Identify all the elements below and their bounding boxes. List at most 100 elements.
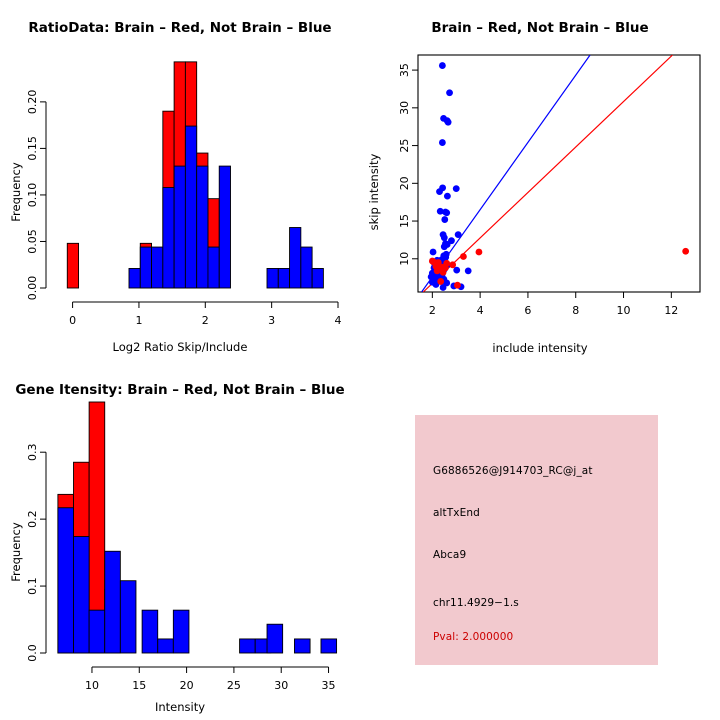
hist-bar-blue (173, 165, 186, 289)
scatter-point-red (454, 281, 461, 289)
x-tick-label: 12 (664, 304, 678, 317)
x-tick-label: 30 (274, 679, 288, 692)
scatter-point-blue (452, 185, 460, 193)
hist-bar-blue (300, 246, 313, 289)
hist-bar-blue (119, 580, 137, 654)
x-tick-label: 1 (135, 314, 142, 327)
scatter-point-blue (438, 62, 446, 69)
x-tick-label: 0 (69, 314, 76, 327)
hist-bar-blue (157, 638, 174, 654)
scatter-xlabel: include intensity (492, 341, 588, 355)
y-tick-label: 0.20 (26, 90, 39, 115)
hist-bar-blue (277, 268, 291, 289)
ratio-hist-xlabel: Log2 Ratio Skip/Include (112, 340, 248, 354)
hist-bar-blue (141, 609, 159, 654)
y-tick-label: 30 (398, 101, 411, 115)
pval-text: Pval: 2.000000 (433, 631, 514, 643)
hist-bar-blue (218, 165, 231, 289)
scatter-point-blue (436, 207, 444, 215)
hist-bar-red (66, 242, 80, 289)
event-type-text: altTxEnd (433, 507, 480, 519)
scatter-point-blue (440, 243, 448, 251)
hist-bar-blue (73, 536, 90, 654)
ratio-hist-canvas: 0.00 0.05 0.10 0.15 0.20 0 1 2 3 4 (26, 61, 342, 327)
hist-bar-blue (139, 246, 153, 289)
x-tick-label: 2 (202, 314, 209, 327)
panel-gene-histogram: Gene Itensity: Brain – Red, Not Brain – … (0, 360, 360, 720)
locus-text: chr11.4929−1.s (433, 597, 519, 609)
scatter-point-red (439, 268, 447, 276)
y-tick-label: 0.10 (26, 183, 39, 208)
y-tick-label: 0.1 (26, 577, 39, 595)
y-tick-label: 0.2 (26, 510, 39, 527)
scatter-point-red (433, 267, 441, 275)
scatter-title: Brain – Red, Not Brain – Blue (431, 20, 649, 36)
hist-bar-blue (320, 638, 338, 654)
scatter-point-blue (454, 231, 462, 239)
y-tick-label: 0.3 (26, 443, 39, 461)
histogram-bars (66, 61, 324, 289)
probe-id-text: G6886526@J914703_RC@j_at (433, 465, 593, 477)
y-tick-label: 15 (398, 214, 411, 228)
scatter-point-blue (443, 279, 451, 287)
gene-symbol-text: Abca9 (433, 549, 467, 561)
x-tick-label: 4 (335, 314, 342, 327)
x-tick-label: 20 (180, 679, 194, 692)
hist-bar-blue (294, 638, 311, 654)
hist-bar-blue (172, 609, 190, 654)
hist-bar-blue (184, 125, 198, 289)
scatter-point-blue (446, 89, 453, 97)
y-tick-label: 0.15 (26, 136, 39, 161)
y-tick-label: 0.00 (26, 276, 39, 301)
y-tick-label: 20 (398, 176, 411, 190)
y-tick-label: 0.05 (26, 229, 39, 254)
scatter-point-blue (444, 118, 452, 126)
scatter-point-red (475, 248, 483, 256)
x-tick-label: 6 (524, 304, 531, 317)
hist-bar-blue (207, 246, 220, 289)
scatter-point-blue (438, 139, 446, 146)
panel-intensity-scatter: Brain – Red, Not Brain – Blue skip inten… (360, 0, 720, 360)
scatter-point-blue (436, 188, 443, 196)
hist-bar-blue (128, 268, 141, 289)
scatter-point-blue (429, 248, 437, 256)
hist-bar-blue (88, 609, 106, 654)
scatter-point-red (682, 247, 690, 255)
scatter-point-blue (443, 192, 451, 200)
hist-bar-blue (266, 268, 279, 289)
gene-hist-title: Gene Itensity: Brain – Red, Not Brain – … (15, 382, 345, 398)
probe-info-panel: G6886526@J914703_RC@j_at altTxEnd Abca9 … (415, 415, 658, 665)
ratio-hist-title: RatioData: Brain – Red, Not Brain – Blue (28, 20, 332, 36)
hist-bar-blue (151, 246, 164, 289)
hist-bar-blue (196, 165, 209, 289)
x-tick-label: 3 (268, 314, 275, 327)
gene-hist-canvas: 0.0 0.1 0.2 0.3 10 15 20 25 30 35 (26, 401, 338, 692)
x-tick-label: 35 (322, 679, 336, 692)
hist-bar-blue (104, 550, 121, 654)
fit-lines (421, 55, 673, 292)
hist-bar-blue (289, 227, 302, 289)
hist-bar-blue (57, 507, 74, 654)
x-tick-label: 10 (617, 304, 631, 317)
y-tick-label: 10 (398, 252, 411, 266)
scatter-point-red (437, 278, 445, 285)
panel-ratio-histogram: RatioData: Brain – Red, Not Brain – Blue… (0, 0, 360, 360)
x-tick-label: 2 (429, 304, 436, 317)
scatter-point-blue (440, 234, 448, 242)
fit-line-red (422, 55, 673, 292)
scatter-point-blue (464, 267, 472, 275)
gene-hist-xlabel: Intensity (154, 700, 206, 714)
hist-bar-blue (239, 638, 256, 654)
hist-bar-blue (311, 268, 324, 289)
x-tick-label: 15 (132, 679, 146, 692)
scatter-point-red (460, 253, 467, 260)
x-tick-label: 4 (477, 304, 484, 317)
plot-frame (417, 54, 701, 293)
y-tick-label: 0.0 (26, 644, 39, 662)
scatter-point-blue (443, 209, 451, 217)
scatter-point-blue (453, 266, 461, 274)
histogram-bars (57, 401, 338, 654)
scatter-point-red (449, 261, 457, 269)
scatter-points (427, 62, 690, 291)
